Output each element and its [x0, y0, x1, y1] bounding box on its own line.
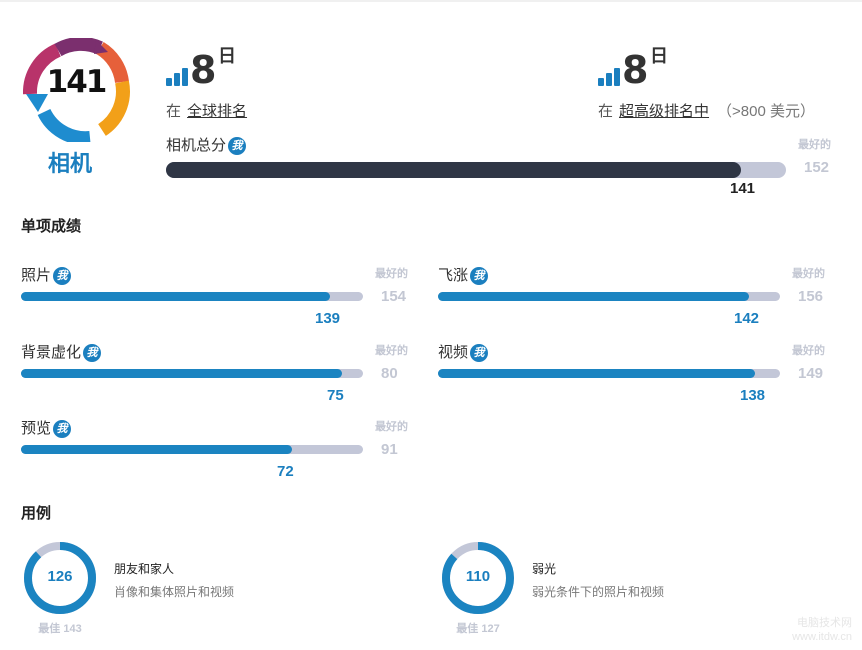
sub-score-track: [21, 445, 363, 454]
sub-score-label-text: 视频: [438, 344, 469, 361]
best-label: 最好的: [375, 345, 408, 357]
use-case-score: 126: [47, 568, 73, 585]
sub-scores-title: 单项成绩: [21, 218, 82, 235]
best-label: 最好的: [792, 268, 825, 280]
use-case-ring: [442, 542, 514, 614]
best-label: 最好的: [375, 268, 408, 280]
sub-score-track: [438, 369, 780, 378]
info-icon[interactable]: 我: [83, 344, 102, 363]
best-label: 最好的: [375, 421, 408, 433]
sub-score-0: 照片我 最好的 154 139: [21, 264, 431, 330]
sub-score-track: [21, 292, 363, 301]
use-case-score: 110: [465, 568, 491, 585]
sub-score-value: 139: [315, 310, 341, 327]
rank-global-number: 8: [190, 48, 217, 92]
info-icon[interactable]: 我: [470, 344, 489, 363]
total-score-fill: [166, 162, 741, 178]
sub-score-fill: [21, 445, 292, 454]
total-best-value: 152: [804, 159, 830, 176]
sub-score-label: 飞涨我: [438, 264, 489, 286]
total-score-value: 141: [730, 180, 756, 197]
score-badge-ring-icon: [23, 38, 130, 142]
info-icon[interactable]: 我: [470, 267, 489, 286]
use-case-title: 朋友和家人: [114, 562, 175, 576]
sub-score-fill: [21, 369, 342, 378]
sub-score-value: 75: [327, 387, 344, 404]
sub-score-value: 72: [277, 463, 294, 480]
best-label: 最好的: [792, 345, 825, 357]
total-score-label: 相机总分我: [166, 134, 247, 156]
rank-ultra-prefix: 在: [598, 103, 614, 120]
sub-score-label: 背景虚化我: [21, 341, 102, 363]
category-label: 相机: [48, 151, 93, 176]
rank-bars-icon: [166, 66, 190, 86]
rank-global-prefix: 在: [166, 103, 182, 120]
info-icon[interactable]: 我: [228, 137, 247, 156]
watermark-line2: www.itdw.cn: [792, 631, 852, 643]
sub-score-best: 149: [798, 365, 824, 382]
total-score-label-text: 相机总分: [166, 137, 227, 154]
rank-bars-icon: [598, 66, 622, 86]
sub-score-2: 背景虚化我 最好的 80 75: [21, 341, 431, 407]
sub-score-best: 80: [381, 365, 398, 382]
total-score-block: 相机总分我 最好的 152 141: [166, 134, 846, 197]
rank-ultra-premium: 8 日 在超高级排名中 （>800 美元）: [598, 40, 858, 120]
rank-ultra-caption: 在超高级排名中 （>800 美元）: [598, 100, 815, 121]
info-icon[interactable]: 我: [53, 267, 72, 286]
sub-score-3: 视频我 最好的 149 138: [438, 341, 848, 407]
top-divider: [0, 0, 862, 2]
sub-score-4: 预览我 最好的 91 72: [21, 417, 431, 483]
sub-score-label: 照片我: [21, 264, 72, 286]
use-case-best: 最佳 143: [38, 623, 82, 635]
sub-score-fill: [438, 292, 749, 301]
sub-score-label-text: 预览: [21, 420, 52, 437]
use-cases-title: 用例: [21, 505, 52, 522]
total-score-track: [166, 162, 786, 178]
info-icon[interactable]: 我: [53, 420, 72, 439]
sub-score-label-text: 背景虚化: [21, 344, 82, 361]
ultra-premium-ranking-link[interactable]: 超高级排名中: [619, 103, 710, 120]
sub-score-label-text: 照片: [21, 267, 52, 284]
dxomark-score-badge: 141: [18, 38, 134, 142]
rank-global-caption: 在全球排名: [166, 100, 247, 121]
rank-global: 8 日 在全球排名: [166, 40, 486, 120]
global-ranking-link[interactable]: 全球排名: [187, 103, 248, 120]
use-case-low-light[interactable]: 110 最佳 127 弱光 弱光条件下的照片和视频: [440, 540, 740, 640]
sub-score-fill: [21, 292, 330, 301]
use-case-friends-family[interactable]: 126 最佳 143 朋友和家人 肖像和集体照片和视频: [22, 540, 322, 640]
sub-score-best: 91: [381, 441, 398, 458]
use-case-best: 最佳 127: [456, 623, 500, 635]
sub-score-label: 预览我: [21, 417, 72, 439]
overall-score: 141: [46, 64, 108, 100]
sub-score-value: 142: [734, 310, 760, 327]
sub-score-fill: [438, 369, 755, 378]
use-case-description: 弱光条件下的照片和视频: [532, 585, 665, 599]
sub-score-label-text: 飞涨: [438, 267, 469, 284]
use-case-ring: [24, 542, 96, 614]
rank-global-day: 日: [218, 46, 236, 66]
watermark-line1: 电脑技术网: [797, 617, 852, 629]
watermark: 电脑技术网 www.itdw.cn: [792, 616, 852, 644]
rank-ultra-number: 8: [622, 48, 649, 92]
sub-score-track: [21, 369, 363, 378]
rank-ultra-day: 日: [650, 46, 668, 66]
sub-score-best: 154: [381, 288, 407, 305]
sub-score-label: 视频我: [438, 341, 489, 363]
sub-score-best: 156: [798, 288, 824, 305]
best-label: 最好的: [798, 139, 831, 151]
use-case-title: 弱光: [532, 562, 557, 576]
price-range-note: （>800 美元）: [717, 103, 815, 120]
sub-score-1: 飞涨我 最好的 156 142: [438, 264, 848, 330]
use-case-description: 肖像和集体照片和视频: [114, 585, 235, 599]
sub-score-value: 138: [740, 387, 766, 404]
sub-score-track: [438, 292, 780, 301]
